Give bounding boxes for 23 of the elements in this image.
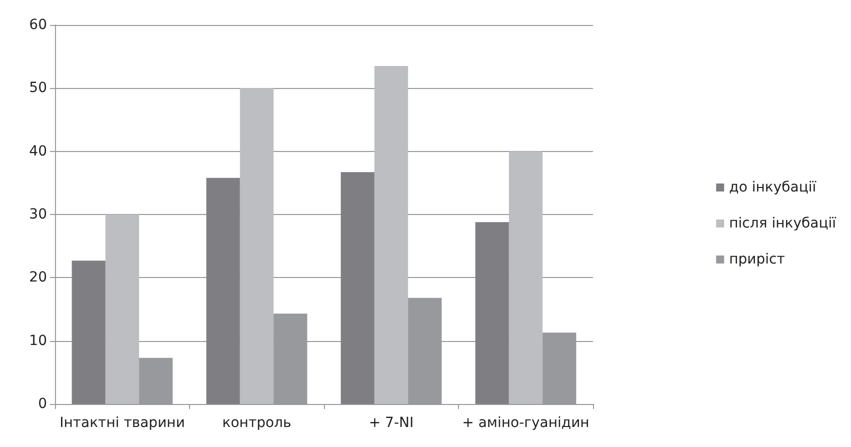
y-tick-label: 10	[29, 332, 47, 349]
y-tick-label: 50	[29, 80, 47, 96]
x-tick-label: + 7-NI	[368, 415, 414, 431]
bar	[206, 178, 240, 404]
bar	[72, 260, 106, 404]
bar	[139, 358, 173, 404]
bar	[508, 151, 543, 404]
legend-label: приріст	[729, 252, 785, 268]
y-tick-label: 40	[29, 143, 47, 160]
legend-label: до інкубації	[729, 180, 816, 196]
y-tick-label: 20	[29, 270, 47, 286]
y-tick-label: 60	[29, 17, 47, 33]
x-tick-label: контроль	[222, 415, 292, 431]
bar	[340, 172, 374, 404]
x-tick-label: + аміно-гуанідин	[462, 415, 590, 431]
y-tick-label: 0	[38, 396, 47, 412]
bar	[105, 214, 140, 404]
bar	[240, 88, 274, 404]
legend-label: після інкубації	[729, 216, 836, 232]
x-tick-label: Інтактні тварини	[60, 415, 185, 431]
y-tick-label: 30	[29, 206, 47, 222]
bar	[374, 66, 408, 404]
bar	[475, 222, 509, 404]
